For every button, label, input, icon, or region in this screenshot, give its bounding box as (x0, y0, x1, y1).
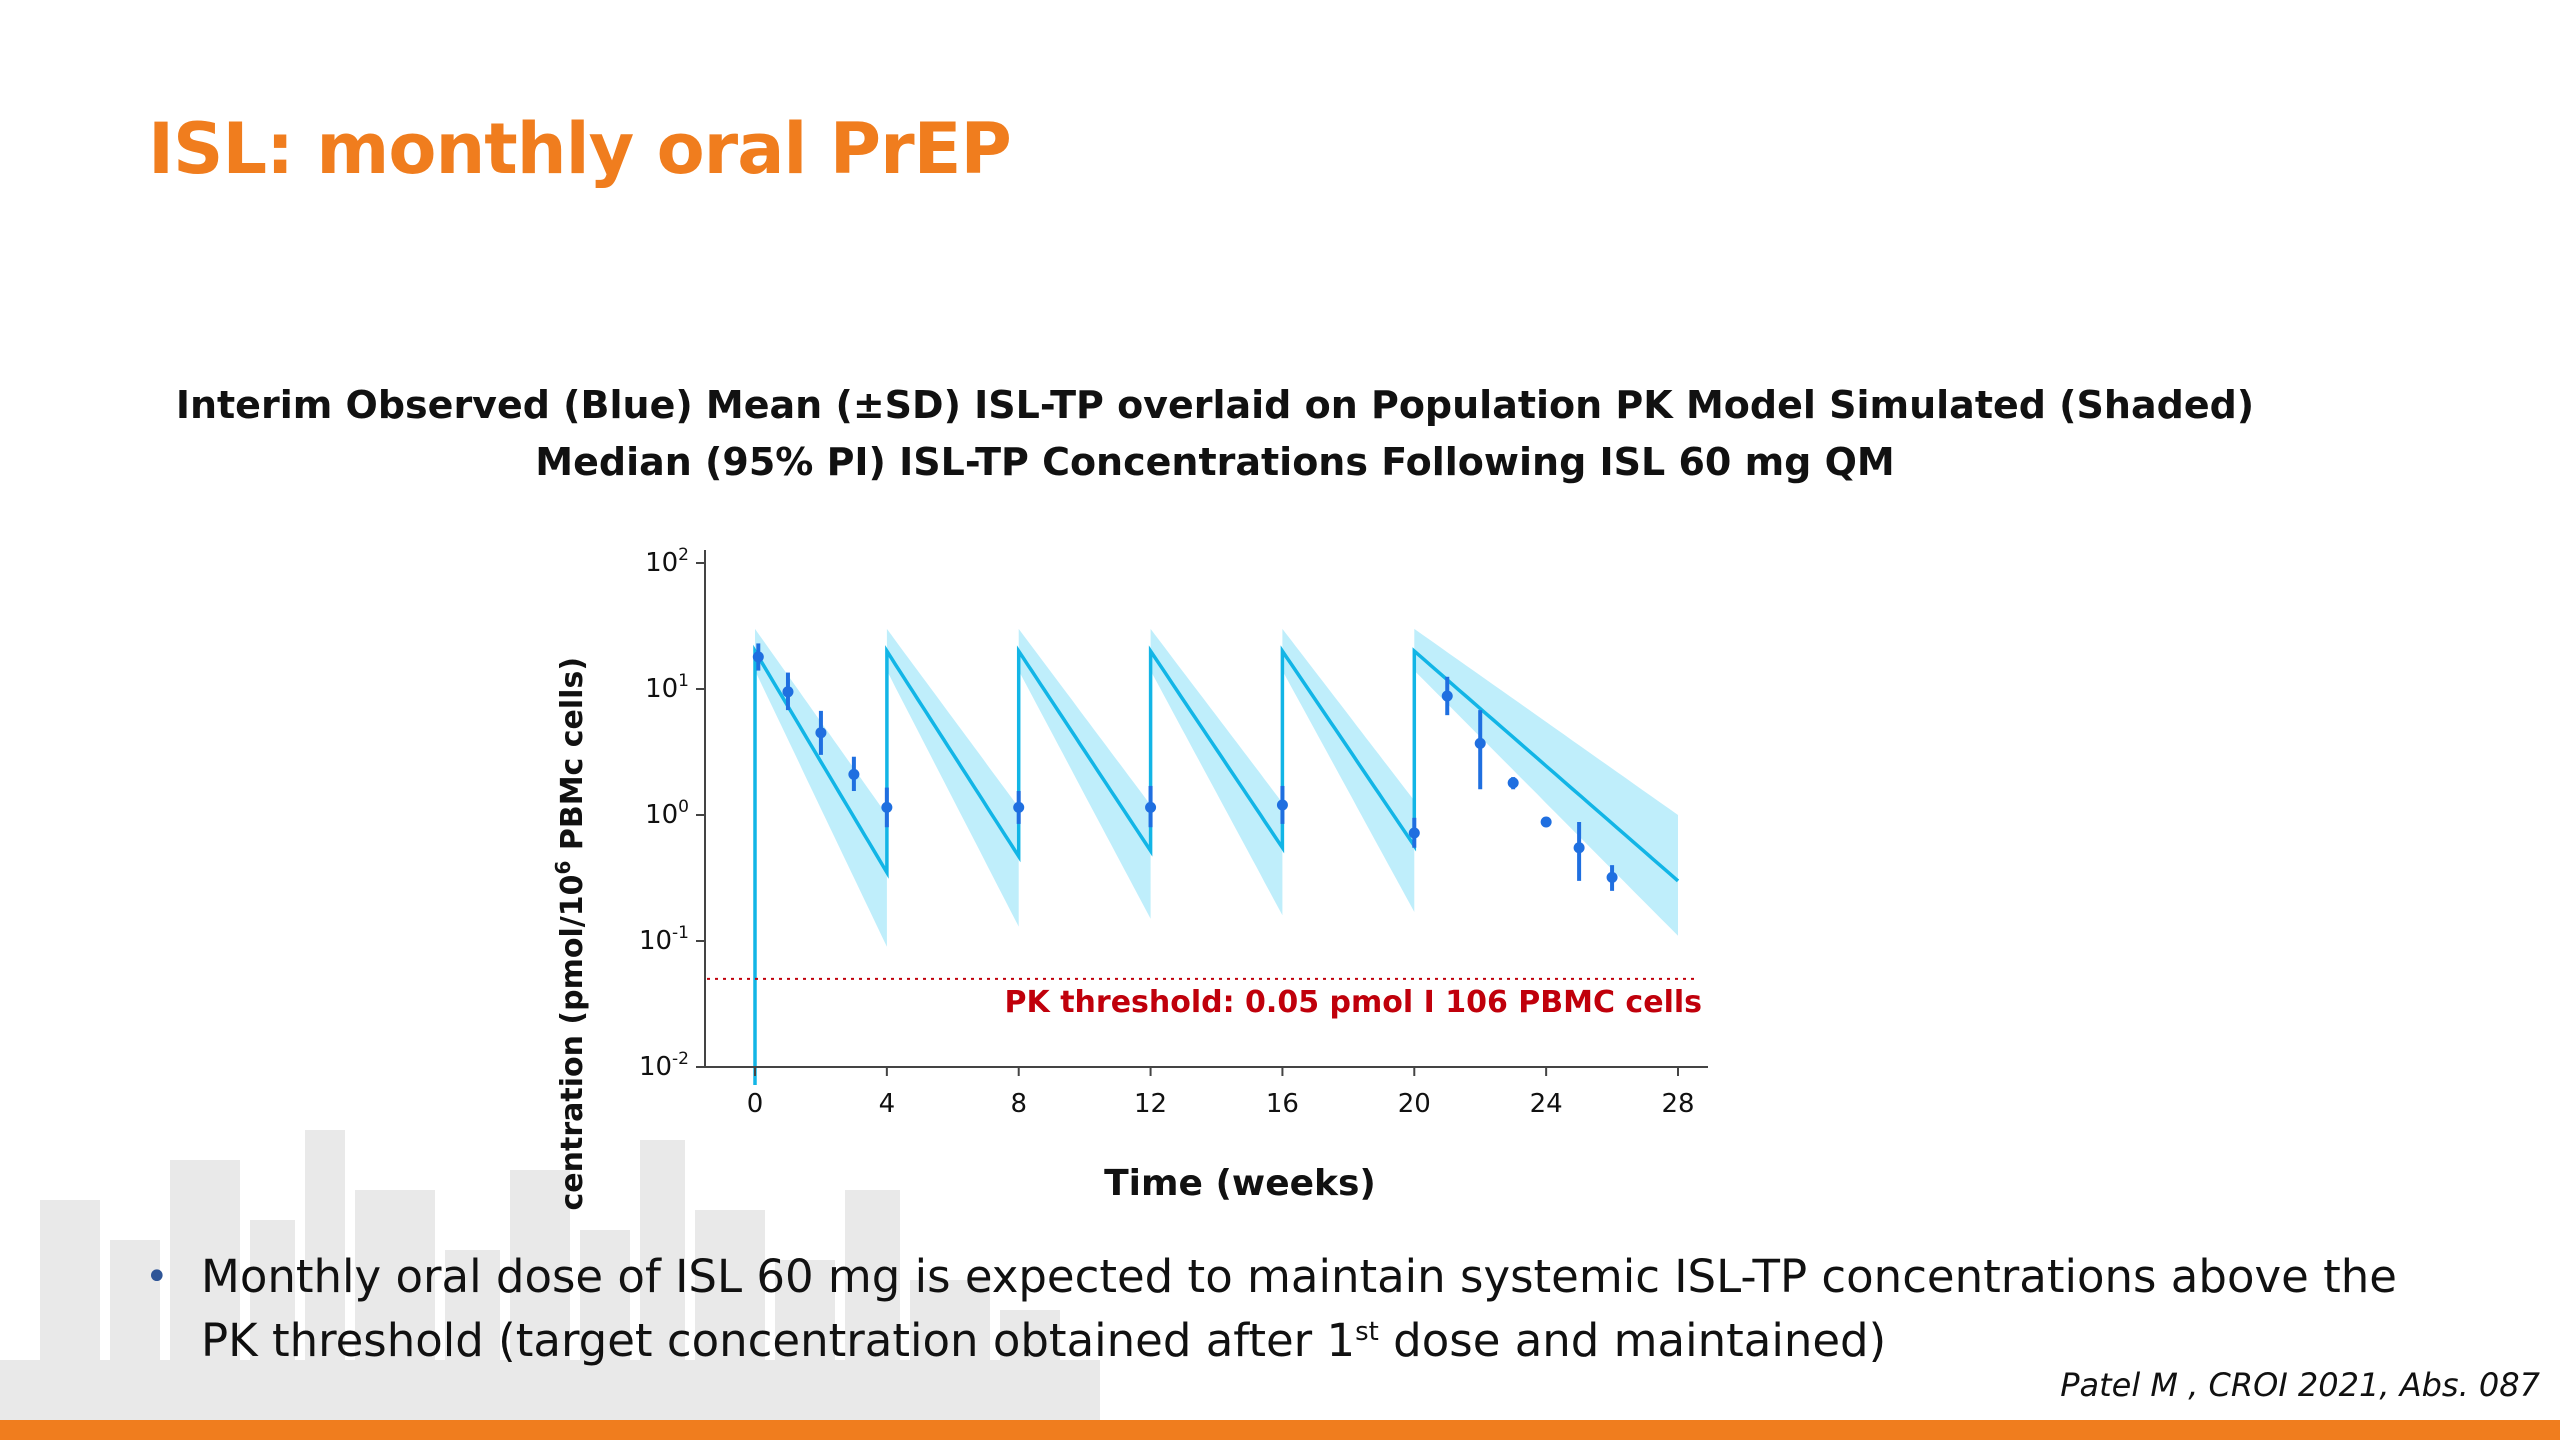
x-tick-label: 4 (879, 1089, 896, 1119)
x-tick-label: 20 (1398, 1089, 1431, 1119)
observed-point (1573, 842, 1585, 854)
threshold-label: PK threshold: 0.05 pmol I 106 PBMC cells (1005, 985, 1702, 1020)
citation: Patel M , CROI 2021, Abs. 087 (2060, 1366, 2540, 1404)
observed-point (1507, 777, 1519, 789)
bullet-dot: • (145, 1254, 169, 1300)
y-tick-label: 10-1 (639, 923, 689, 956)
bullet-text-end: dose and maintained) (1378, 1314, 1887, 1367)
observed-point (1540, 816, 1552, 828)
x-tick-label: 24 (1530, 1089, 1563, 1119)
observed-layer (752, 643, 1618, 891)
observed-point (1276, 799, 1288, 811)
y-tick-label: 10-2 (639, 1049, 689, 1082)
pk-band-layer (755, 628, 1678, 947)
y-tick-label: 100 (645, 797, 689, 830)
y-tick-label: 102 (645, 545, 689, 578)
bullet-text-main: Monthly oral dose of ISL 60 mg is expect… (201, 1250, 2397, 1367)
observed-point (1606, 871, 1618, 883)
observed-point (1441, 690, 1453, 702)
slide-title: ISL: monthly oral PrEP (148, 108, 1012, 190)
observed-point (1145, 801, 1157, 813)
observed-point (1474, 737, 1486, 749)
pi-band (755, 628, 1678, 947)
x-tick-label: 8 (1010, 1089, 1027, 1119)
chart-title-line-2: Median (95% PI) ISL-TP Concentrations Fo… (535, 440, 1895, 484)
chart-title-line-1: Interim Observed (Blue) Mean (±SD) ISL-T… (175, 383, 2255, 427)
observed-point (848, 768, 860, 780)
axes-layer: 0 4 8 12 16 20 24 28 102 101 100 10-1 10-2 (639, 545, 1708, 1119)
x-tick-label: 0 (747, 1089, 764, 1119)
observed-point (1408, 827, 1420, 839)
x-tick-label: 16 (1266, 1089, 1299, 1119)
accent-bar (0, 1420, 2560, 1440)
observed-point (752, 651, 764, 663)
observed-point (881, 801, 893, 813)
pk-chart: 0 4 8 12 16 20 24 28 102 101 100 10-1 10-2 Time (wee… (551, 545, 1708, 1210)
y-tick-label: 101 (645, 671, 689, 704)
bullet-text: Monthly oral dose of ISL 60 mg is expect… (201, 1245, 2445, 1373)
x-axis-label: Time (weeks) (1104, 1163, 1376, 1204)
observed-point (1013, 801, 1025, 813)
observed-point (815, 727, 827, 739)
x-tick-label: 28 (1661, 1089, 1694, 1119)
x-tick-label: 12 (1134, 1089, 1167, 1119)
skyline-watermark (0, 1130, 1100, 1430)
y-axis-label: ISL-TP concentration (pmol/106 PBMc cell… (551, 657, 590, 1210)
bullet-point: • Monthly oral dose of ISL 60 mg is expe… (145, 1245, 2445, 1373)
observed-point (782, 686, 794, 698)
bullet-text-sup: st (1355, 1317, 1379, 1347)
